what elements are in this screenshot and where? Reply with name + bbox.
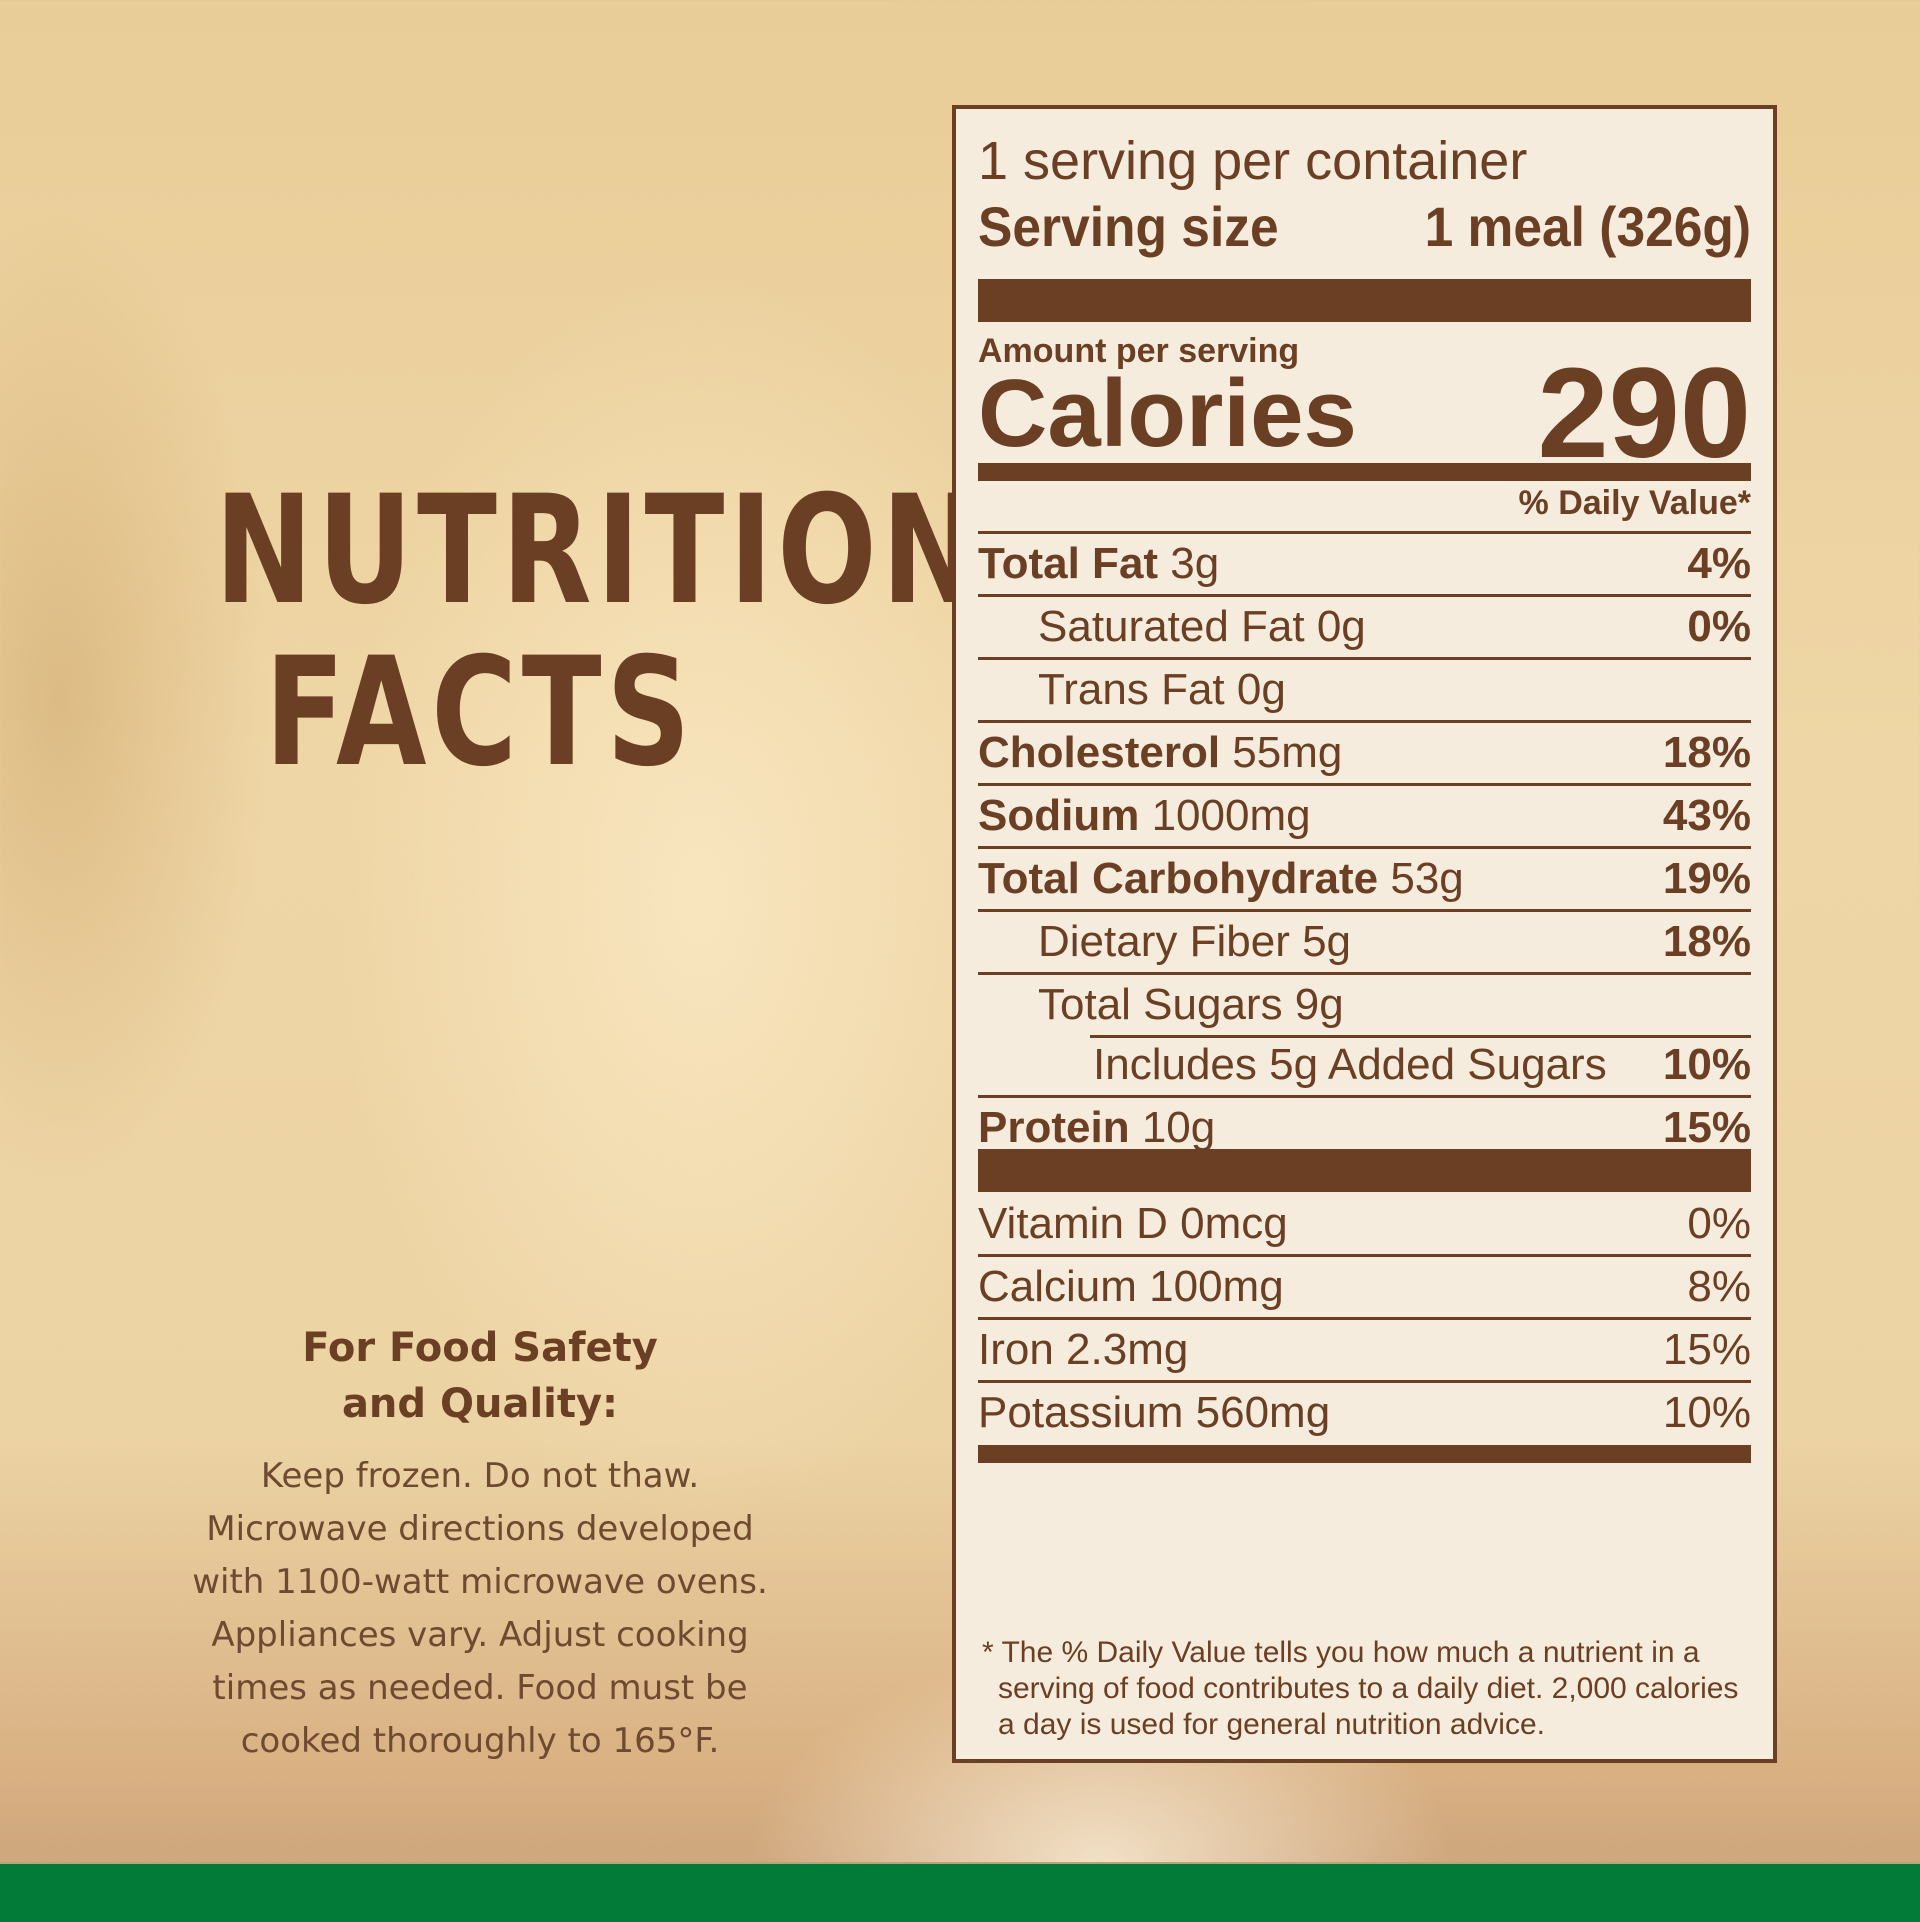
nutrient-row-cholesterol: Cholesterol 55mg 18% xyxy=(978,720,1751,783)
daily-value-footnote: * The % Daily Value tells you how much a… xyxy=(982,1636,1739,1741)
vitamin-name: Iron 2.3mg xyxy=(978,1325,1189,1374)
food-safety-section: For Food Safety and Quality: Keep frozen… xyxy=(140,1320,820,1768)
food-safety-heading: For Food Safety and Quality: xyxy=(140,1320,820,1432)
daily-value-header: % Daily Value* xyxy=(1518,484,1751,522)
nutrient-dv: 4% xyxy=(1687,539,1751,588)
safety-line: Keep frozen. Do not thaw. xyxy=(260,1456,700,1496)
serving-size: Serving size 1 meal (326g) xyxy=(978,197,1751,257)
safety-line: times as needed. Food must be xyxy=(212,1668,748,1708)
thick-divider xyxy=(978,1149,1751,1192)
vitamin-dv: 8% xyxy=(1687,1262,1751,1311)
nutrient-dv: 15% xyxy=(1662,1103,1751,1152)
nutrient-dv: 0% xyxy=(1687,602,1751,651)
medium-divider xyxy=(978,463,1751,481)
nutrient-name: Sodium xyxy=(978,791,1140,840)
calories-label: Calories xyxy=(978,360,1357,467)
nutrient-row-trans-fat: Trans Fat 0g xyxy=(978,657,1751,720)
nutrient-name: Protein xyxy=(978,1103,1130,1152)
nutrient-name: Total Fat xyxy=(978,539,1159,588)
nutrient-row-dietary-fiber: Dietary Fiber 5g 18% xyxy=(978,909,1751,972)
title-line-2: FACTS xyxy=(264,626,696,800)
nutrient-name: Total Carbohydrate xyxy=(978,854,1379,903)
nutrient-name: Includes 5g Added Sugars xyxy=(1093,1040,1607,1089)
nutrient-dv: 43% xyxy=(1662,791,1751,840)
nutrient-row-protein: Protein 10g 15% xyxy=(978,1095,1751,1158)
nutrient-dv: 18% xyxy=(1662,728,1751,777)
nutrient-amount: 1000mg xyxy=(1151,791,1311,840)
vitamin-list: Vitamin D 0mcg 0% Calcium 100mg 8% Iron … xyxy=(978,1194,1751,1443)
calories-value: 290 xyxy=(1537,342,1751,485)
safety-line: Microwave directions developed xyxy=(206,1509,754,1549)
nutrient-name: Saturated Fat 0g xyxy=(1038,602,1366,651)
vitamin-dv: 10% xyxy=(1662,1388,1751,1437)
nutrient-amount: 10g xyxy=(1141,1103,1216,1152)
nutrition-facts-title: NUTRITION FACTS xyxy=(214,464,985,800)
vitamin-name: Calcium 100mg xyxy=(978,1262,1284,1311)
nutrient-dv: 19% xyxy=(1662,854,1751,903)
nutrient-amount: 53g xyxy=(1390,854,1464,903)
safety-line: Appliances vary. Adjust cooking xyxy=(211,1615,749,1655)
medium-divider xyxy=(978,1445,1751,1463)
vitamin-row-vitamin-d: Vitamin D 0mcg 0% xyxy=(978,1194,1751,1254)
vitamin-dv: 15% xyxy=(1662,1325,1751,1374)
nutrient-row-sodium: Sodium 1000mg 43% xyxy=(978,783,1751,846)
vitamin-row-potassium: Potassium 560mg 10% xyxy=(978,1380,1751,1443)
nutrient-amount: 55mg xyxy=(1232,728,1343,777)
nutrient-dv: 18% xyxy=(1662,917,1751,966)
amount-per-serving: Amount per serving xyxy=(978,332,1300,370)
vitamin-row-iron: Iron 2.3mg 15% xyxy=(978,1317,1751,1380)
nutrient-name: Dietary Fiber 5g xyxy=(1038,917,1352,966)
title-line-1: NUTRITION xyxy=(214,464,985,638)
nutrition-label: 1 serving per container Serving size 1 m… xyxy=(952,105,1777,1763)
nutrient-row-total-fat: Total Fat 3g 4% xyxy=(978,531,1751,594)
nutrient-list: Total Fat 3g 4% Saturated Fat 0g 0% Tran… xyxy=(978,531,1751,1158)
nutrient-name: Total Sugars 9g xyxy=(1038,980,1344,1029)
serving-size-value: 1 meal (326g) xyxy=(1424,195,1752,258)
vitamin-name: Potassium 560mg xyxy=(978,1388,1331,1437)
nutrient-dv: 10% xyxy=(1662,1040,1751,1089)
heading-line-2: and Quality: xyxy=(341,1381,619,1427)
vitamin-dv: 0% xyxy=(1687,1199,1751,1248)
heading-line-1: For Food Safety xyxy=(302,1325,658,1371)
calories-row: Calories 290 xyxy=(978,349,1751,479)
nutrient-name: Cholesterol xyxy=(978,728,1221,777)
nutrient-name: Trans Fat 0g xyxy=(1038,665,1286,714)
nutrient-amount: 3g xyxy=(1170,539,1220,588)
vitamin-row-calcium: Calcium 100mg 8% xyxy=(978,1254,1751,1317)
serving-size-label: Serving size xyxy=(978,195,1279,258)
nutrient-row-total-carbohydrate: Total Carbohydrate 53g 19% xyxy=(978,846,1751,909)
safety-line: with 1100-watt microwave ovens. xyxy=(192,1562,768,1602)
vitamin-name: Vitamin D 0mcg xyxy=(978,1199,1288,1248)
nutrient-row-total-sugars: Total Sugars 9g xyxy=(978,972,1751,1035)
thick-divider xyxy=(978,279,1751,322)
food-safety-text: Keep frozen. Do not thaw. Microwave dire… xyxy=(140,1450,820,1768)
nutrient-row-added-sugars: Includes 5g Added Sugars 10% xyxy=(978,1035,1751,1095)
green-footer-band xyxy=(0,1862,1920,1922)
nutrient-row-saturated-fat: Saturated Fat 0g 0% xyxy=(978,594,1751,657)
servings-per-container: 1 serving per container xyxy=(978,131,1528,191)
safety-line: cooked thoroughly to 165°F. xyxy=(240,1721,720,1761)
